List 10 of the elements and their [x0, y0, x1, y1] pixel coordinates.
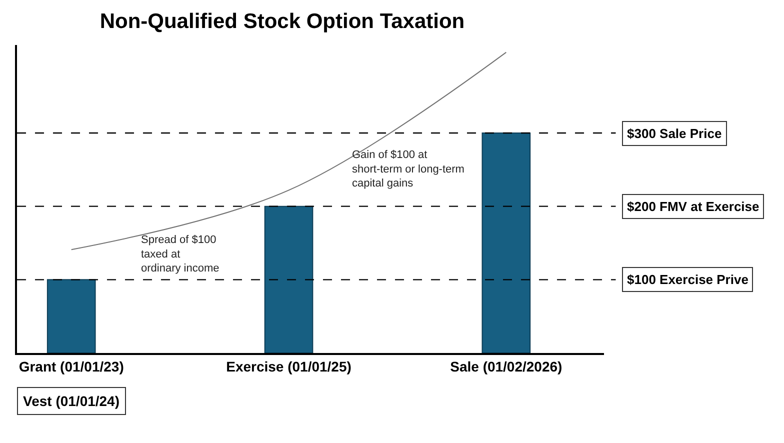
x-tick-label: Grant (01/01/23) — [18, 358, 124, 375]
text: Vest (01/01/24) — [23, 393, 120, 409]
annotation: Gain of $100 at short-term or long-term capital gains — [352, 149, 464, 190]
ref-line-label: $100 Exercise Prive — [627, 272, 748, 287]
chart-title: Non-Qualified Stock Option Taxation — [100, 10, 465, 33]
x-tick-label: Exercise (01/01/25) — [226, 358, 352, 375]
x-tick-label: Sale (01/02/2026) — [450, 358, 562, 375]
ref-line-label: $200 FMV at Exercise — [627, 199, 760, 214]
ref-line-label: $300 Sale Price — [627, 126, 722, 141]
annotation: Spread of $100 taxed at ordinary income — [141, 234, 220, 275]
